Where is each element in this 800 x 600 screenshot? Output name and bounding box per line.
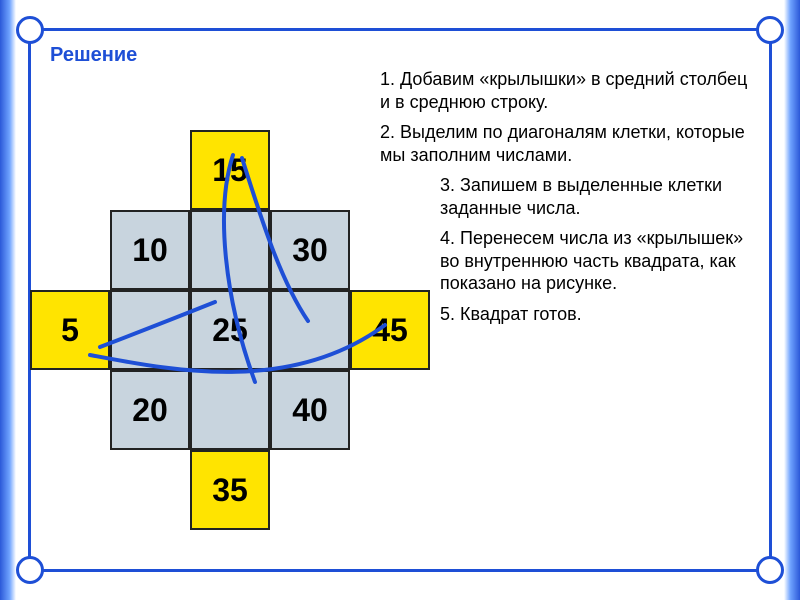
- move-arrow: [100, 302, 215, 347]
- move-arrow: [242, 158, 308, 321]
- arrow-overlay: [0, 0, 800, 600]
